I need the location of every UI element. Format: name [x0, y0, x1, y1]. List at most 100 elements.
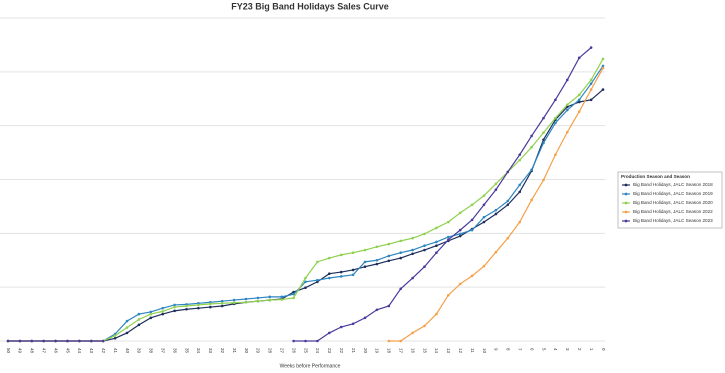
- legend-marker: [624, 183, 628, 187]
- x-tick-label: 22: [339, 348, 344, 354]
- legend-marker: [624, 201, 628, 205]
- data-point: [173, 309, 176, 313]
- data-point: [482, 215, 486, 219]
- data-point: [554, 153, 557, 157]
- data-point: [66, 339, 69, 343]
- data-point: [125, 326, 129, 329]
- data-point: [518, 153, 521, 157]
- data-point: [411, 248, 414, 252]
- data-point: [137, 312, 141, 316]
- x-tick-label: 17: [399, 348, 404, 354]
- data-point: [601, 57, 605, 61]
- data-point: [494, 188, 498, 192]
- x-tick-label: 35: [184, 348, 189, 354]
- data-point: [149, 316, 153, 320]
- data-point: [375, 245, 379, 249]
- data-point: [351, 273, 355, 277]
- x-tick-label: 39: [137, 348, 142, 354]
- data-point: [173, 305, 176, 309]
- x-tick-label: 3: [565, 348, 570, 351]
- x-tick-label: 24: [315, 348, 320, 354]
- data-point: [185, 307, 188, 311]
- data-point: [399, 251, 403, 255]
- x-tick-label: 29: [256, 348, 261, 354]
- data-point: [54, 339, 57, 343]
- legend-label: Big Band Holidays, JALC Season 2020: [633, 200, 713, 205]
- data-point: [280, 298, 284, 301]
- data-point: [577, 110, 581, 113]
- series-line: [388, 67, 604, 342]
- data-point: [435, 240, 438, 244]
- legend-marker: [624, 192, 628, 196]
- data-point: [351, 251, 355, 255]
- x-tick-label: 47: [42, 348, 47, 354]
- x-tick-label: 25: [303, 348, 308, 354]
- legend-box: [617, 171, 723, 229]
- x-tick-label: 37: [161, 348, 166, 354]
- data-point: [328, 272, 331, 276]
- data-point: [423, 244, 426, 248]
- data-point: [589, 46, 593, 49]
- x-tick-label: 32: [220, 348, 225, 354]
- data-point: [232, 298, 236, 302]
- series-line: [8, 58, 604, 342]
- data-point: [470, 274, 474, 278]
- data-point: [411, 236, 414, 240]
- data-point: [220, 304, 224, 308]
- data-point: [518, 190, 521, 194]
- series-line: [8, 65, 604, 342]
- x-tick-label: 49: [18, 348, 23, 354]
- data-point: [435, 244, 438, 248]
- data-point: [411, 252, 414, 256]
- data-point: [30, 339, 34, 343]
- data-point: [375, 308, 379, 312]
- data-point: [197, 303, 200, 307]
- chart-title: FY23 Big Band Holidays Sales Curve: [231, 1, 389, 11]
- x-tick-label: 10: [482, 348, 487, 354]
- x-tick-label: 40: [125, 348, 130, 354]
- data-point: [577, 93, 581, 97]
- data-point: [244, 297, 248, 301]
- data-point: [220, 302, 224, 305]
- data-point: [423, 265, 426, 269]
- data-point: [589, 78, 593, 82]
- data-point: [542, 131, 545, 134]
- data-point: [363, 248, 367, 252]
- data-point: [363, 260, 367, 264]
- data-point: [78, 339, 81, 343]
- x-tick-label: 2: [577, 348, 582, 351]
- x-axis-title: Weeks before Performance: [280, 363, 341, 369]
- data-point: [470, 203, 474, 207]
- x-tick-label: 36: [172, 348, 177, 354]
- x-tick-label: 45: [65, 348, 70, 354]
- series-line: [8, 89, 604, 342]
- data-point: [149, 310, 153, 314]
- data-point: [589, 82, 593, 85]
- data-point: [292, 296, 295, 300]
- data-point: [494, 250, 498, 254]
- data-point: [447, 293, 450, 297]
- x-tick-label: 27: [280, 348, 285, 354]
- data-point: [506, 236, 510, 240]
- x-tick-label: 31: [232, 348, 237, 354]
- x-tick-label: 44: [77, 348, 82, 354]
- x-tick-label: 26: [291, 348, 296, 354]
- legend-label: Big Band Holidays, JALC Season 2022: [633, 209, 713, 214]
- data-point: [577, 100, 581, 104]
- data-point: [411, 276, 414, 280]
- data-point: [256, 299, 260, 303]
- data-point: [447, 220, 450, 224]
- x-tick-label: 15: [422, 348, 427, 354]
- data-point: [494, 208, 498, 212]
- series-line: [293, 47, 592, 342]
- data-point: [423, 248, 426, 252]
- data-point: [482, 264, 486, 268]
- data-point: [554, 98, 557, 102]
- data-point: [577, 98, 581, 102]
- data-point: [458, 211, 462, 215]
- x-tick-label: 46: [53, 348, 58, 354]
- data-point: [530, 134, 533, 138]
- data-point: [90, 339, 93, 343]
- data-point: [351, 268, 355, 272]
- data-point: [6, 339, 10, 343]
